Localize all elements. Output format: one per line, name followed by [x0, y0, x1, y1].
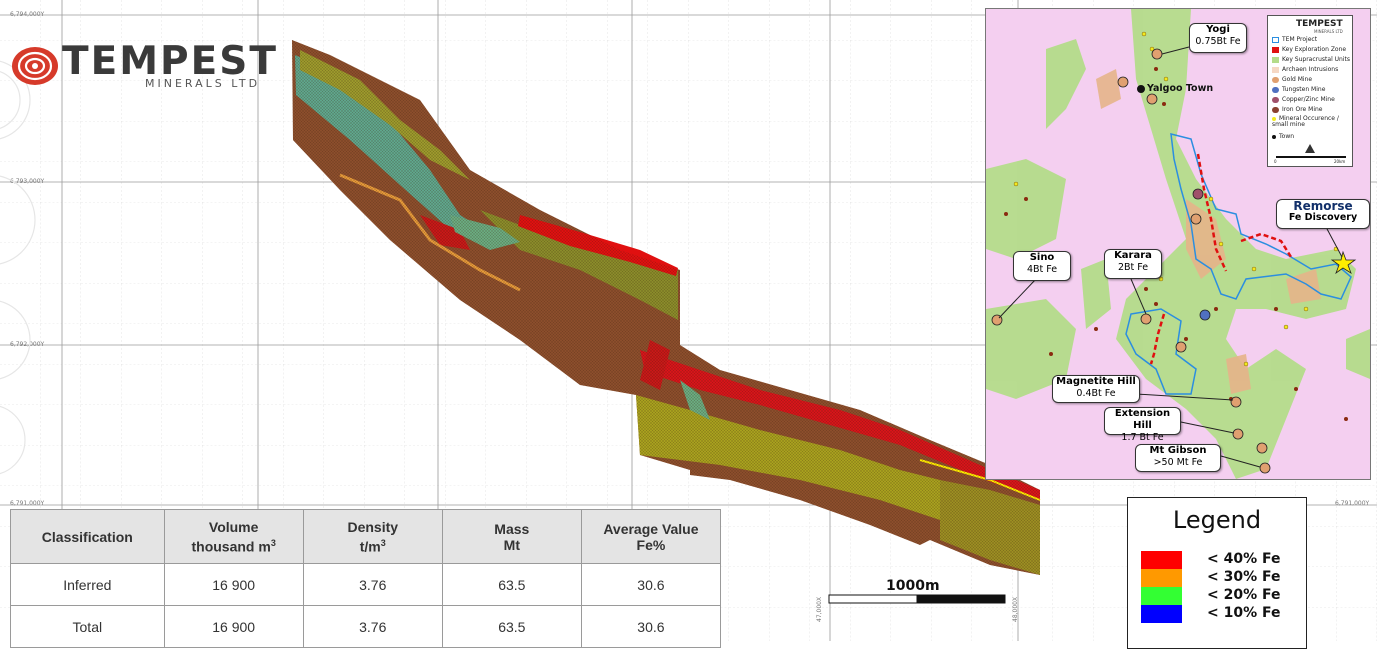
- callout-yogi: Yogi 0.75Bt Fe: [1189, 23, 1247, 53]
- callout-mt-gibson: Mt Gibson >50 Mt Fe: [1135, 444, 1221, 472]
- scale-bar-label: 1000m: [886, 578, 940, 594]
- scale-bar: [828, 594, 1006, 604]
- map-legend-brand: TEMPEST: [1296, 19, 1343, 29]
- map-legend-scale-left: 0: [1274, 159, 1277, 164]
- map-legend-brand-sub: MINERALS LTD: [1314, 29, 1343, 34]
- legend-item: < 20% Fe: [1141, 587, 1301, 605]
- regional-map-inset: Yalgoo Town Yogi 0.75Bt Fe Remorse Fe Di…: [985, 8, 1371, 480]
- header-classification: Classification: [10, 509, 165, 564]
- legend-item: < 10% Fe: [1141, 605, 1301, 623]
- grid-label-y-bottom-right: 6,791,000Y: [1335, 500, 1370, 507]
- callout-karara: Karara 2Bt Fe: [1104, 249, 1162, 279]
- callout-sino: Sino 4Bt Fe: [1013, 251, 1071, 281]
- map-legend: TEMPEST MINERALS LTD TEM Project Key Exp…: [1267, 15, 1353, 167]
- callout-magnetite-hill: Magnetite Hill 0.4Bt Fe: [1052, 375, 1140, 403]
- table-cell: Inferred: [10, 563, 165, 606]
- callout-value: 1.7 Bt Fe: [1121, 432, 1164, 443]
- callout-extension-hill: Extension Hill 1.7 Bt Fe: [1104, 407, 1181, 443]
- legend-item: < 30% Fe: [1141, 569, 1301, 587]
- map-legend-item: Gold Mine: [1272, 76, 1312, 84]
- callout-remorse: Remorse Fe Discovery: [1276, 199, 1370, 229]
- callout-name: Karara: [1114, 250, 1152, 261]
- table-cell: 3.76: [302, 563, 443, 606]
- legend-swatch: [1141, 569, 1182, 587]
- header-average-value: Average Value Fe%: [580, 509, 722, 564]
- resource-table: Classification Volume thousand m3 Density…: [10, 509, 722, 648]
- callout-name: Remorse: [1293, 199, 1353, 213]
- map-legend-item: Tungsten Mine: [1272, 86, 1325, 94]
- logo-subtitle: MINERALS LTD: [145, 77, 261, 90]
- map-legend-scale-right: 20km: [1334, 159, 1346, 164]
- header-mass: Mass Mt: [441, 509, 582, 564]
- legend-swatch: [1141, 551, 1182, 569]
- map-legend-item: Town: [1272, 133, 1294, 141]
- callout-value: 0.4Bt Fe: [1076, 388, 1116, 399]
- north-arrow-icon: [1305, 144, 1315, 153]
- callout-value: 2Bt Fe: [1117, 262, 1149, 273]
- table-cell: 63.5: [441, 605, 582, 648]
- table-cell: 63.5: [441, 563, 582, 606]
- town-label: Yalgoo Town: [1147, 83, 1214, 94]
- header-density: Density t/m3: [302, 509, 443, 564]
- table-cell: Total: [10, 605, 165, 648]
- table-cell: 3.76: [302, 605, 443, 648]
- callout-name: Extension Hill: [1114, 408, 1171, 431]
- grid-label-y-bottom-left: 6,791,000Y: [10, 500, 45, 507]
- logo-wordmark: TEMPEST: [62, 39, 278, 84]
- callout-value: >50 Mt Fe: [1153, 457, 1203, 468]
- table-row: Total 16 900 3.76 63.5 30.6: [10, 605, 722, 648]
- map-legend-item: TEM Project: [1272, 36, 1317, 44]
- watermark-swirl: [0, 60, 36, 475]
- map-legend-scale-bar: [1276, 156, 1346, 158]
- callout-value: Fe Discovery: [1288, 212, 1358, 223]
- legend-item: < 40% Fe: [1141, 551, 1301, 569]
- table-cell: 30.6: [580, 563, 722, 606]
- map-legend-item: Mineral Occurence / small mine: [1272, 115, 1339, 128]
- tempest-logo: TEMPEST MINERALS LTD: [10, 39, 278, 100]
- legend-label: < 30% Fe: [1207, 569, 1281, 585]
- callout-name: Mt Gibson: [1149, 445, 1207, 456]
- callout-value: 0.75Bt Fe: [1195, 36, 1241, 47]
- grade-legend: Legend < 40% Fe < 30% Fe < 20% Fe < 10% …: [1127, 497, 1307, 649]
- grid-label-y-mid2: 6,792,000Y: [10, 341, 45, 348]
- callout-name: Magnetite Hill: [1056, 376, 1136, 387]
- map-legend-item: Key Supracrustal Units: [1272, 56, 1350, 64]
- table-cell: 30.6: [580, 605, 722, 648]
- callout-value: 4Bt Fe: [1026, 264, 1058, 275]
- callout-name: Sino: [1029, 252, 1055, 263]
- grid-label-y-mid1: 6,793,000Y: [10, 178, 45, 185]
- legend-title: Legend: [1172, 506, 1262, 534]
- table-row: Inferred 16 900 3.76 63.5 30.6: [10, 563, 722, 606]
- map-legend-item: Key Exploration Zone: [1272, 46, 1346, 54]
- map-geology: [986, 9, 1370, 479]
- legend-label: < 40% Fe: [1207, 551, 1281, 567]
- map-legend-item: Copper/Zinc Mine: [1272, 96, 1335, 104]
- callout-name: Yogi: [1206, 24, 1230, 35]
- legend-swatch: [1141, 605, 1182, 623]
- swirl-icon: [12, 47, 58, 85]
- legend-swatch: [1141, 587, 1182, 605]
- legend-label: < 10% Fe: [1207, 605, 1281, 621]
- table-header-row: Classification Volume thousand m3 Density…: [10, 509, 722, 564]
- grid-label-y-top: 6,794,000Y: [10, 11, 45, 18]
- header-volume: Volume thousand m3: [163, 509, 304, 564]
- legend-label: < 20% Fe: [1207, 587, 1281, 603]
- table-cell: 16 900: [163, 563, 304, 606]
- map-legend-item: Archaen Intrusions: [1272, 66, 1338, 74]
- table-cell: 16 900: [163, 605, 304, 648]
- map-legend-item: Iron Ore Mine: [1272, 106, 1322, 114]
